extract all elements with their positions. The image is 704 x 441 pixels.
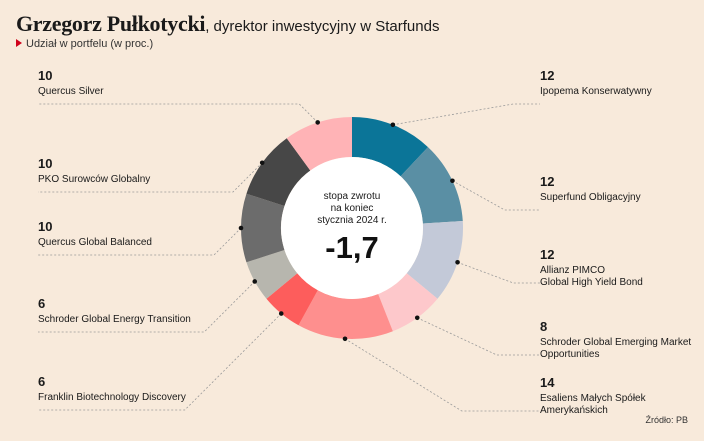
leader-line [392, 103, 540, 126]
slice-label: Allianz PIMCO [540, 265, 605, 276]
leader-line [38, 103, 318, 123]
donut-slice [246, 138, 311, 207]
leader-dot [390, 122, 396, 128]
center-caption: stopa zwrotu [324, 191, 381, 202]
slice-label: Amerykańskich [540, 405, 608, 416]
donut-slice [246, 249, 298, 299]
slice-value: 12 [540, 68, 554, 83]
slice-label: Global High Yield Bond [540, 277, 643, 288]
donut-slice [286, 117, 352, 171]
center-value: -1,7 [325, 230, 378, 265]
leader-dot [455, 260, 460, 265]
slice-label: Opportunities [540, 349, 599, 360]
slice-value: 12 [540, 247, 554, 262]
leader-dot [450, 178, 455, 184]
donut-slice [378, 273, 438, 332]
donut-slice [266, 273, 318, 326]
slice-value: 6 [38, 374, 45, 389]
slice-label: Ipopema Konserwatywny [540, 86, 652, 97]
slice-value: 10 [38, 156, 52, 171]
title-role: , dyrektor inwestycyjny w Starfunds [205, 18, 440, 35]
donut-slices [240, 117, 463, 340]
slice-value: 10 [38, 219, 52, 234]
slice-label: Franklin Biotechnology Discovery [38, 392, 186, 403]
leader-dot [259, 160, 265, 166]
title-name: Grzegorz Pułkotycki [16, 11, 206, 36]
slice-value: 14 [540, 375, 555, 390]
slice-label: Esaliens Małych Spółek [540, 393, 647, 404]
leader-line [344, 338, 540, 412]
leader-dot [342, 336, 348, 342]
slice-label: PKO Surowców Globalny [38, 174, 150, 185]
slice-label: Schroder Global Emerging Market [540, 337, 691, 348]
chart-title: Grzegorz Pułkotycki, dyrektor inwestycyj… [16, 11, 439, 37]
leader-dot [252, 279, 258, 284]
slice-label: Superfund Obligacyjny [540, 192, 641, 203]
leader-line [38, 162, 263, 193]
triangle-icon [16, 39, 22, 47]
center-caption: na koniec [331, 203, 374, 214]
leader-dot [315, 120, 320, 125]
donut-slice [400, 147, 463, 224]
leader-lines [38, 103, 540, 412]
slice-label: Quercus Global Balanced [38, 237, 152, 248]
donut-slice [298, 290, 393, 340]
donut-slice [240, 193, 285, 263]
leader-line [38, 313, 282, 411]
slice-labels: 12 Ipopema Konserwatywny 12 Superfund Oblig… [38, 68, 691, 416]
leader-dots [238, 120, 460, 342]
leader-dot [278, 311, 284, 316]
donut-slice [352, 117, 428, 177]
chart-subtitle: Udział w portfelu (w proc.) [16, 38, 153, 50]
slice-label: Quercus Silver [38, 86, 104, 97]
subtitle-text: Udział w portfelu (w proc.) [26, 38, 154, 50]
donut-center [281, 157, 423, 299]
donut-slice [406, 221, 463, 299]
leader-dot [238, 225, 244, 231]
leader-line [457, 261, 540, 284]
slice-label: Schroder Global Energy Transition [38, 314, 191, 325]
slice-value: 6 [38, 296, 45, 311]
slice-value: 12 [540, 174, 554, 189]
slice-value: 8 [540, 319, 547, 334]
leader-dot [414, 315, 420, 321]
center-caption: stycznia 2024 r. [317, 215, 386, 226]
slice-value: 10 [38, 68, 52, 83]
leader-line [417, 317, 540, 356]
leader-line [38, 227, 242, 256]
leader-line [452, 180, 540, 211]
source-note: Źródło: PB [645, 415, 688, 425]
